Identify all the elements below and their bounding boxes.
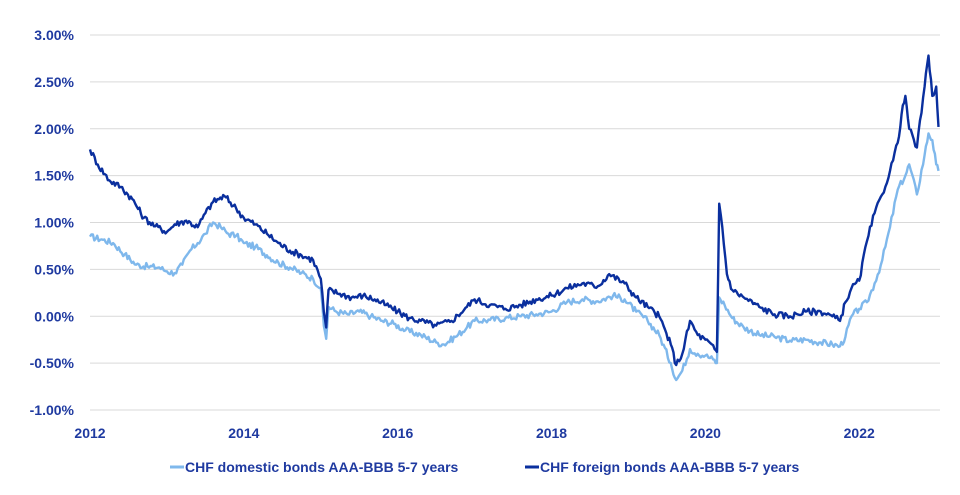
x-tick-label: 2018 bbox=[536, 425, 567, 441]
y-tick-label: -1.00% bbox=[30, 402, 75, 418]
y-tick-label: 1.00% bbox=[34, 215, 74, 231]
legend: CHF domestic bonds AAA-BBB 5-7 years CHF … bbox=[170, 459, 800, 475]
legend-label: CHF domestic bonds AAA-BBB 5-7 years bbox=[185, 459, 459, 475]
series-line-foreign bbox=[88, 54, 940, 367]
x-tick-label: 2014 bbox=[228, 425, 259, 441]
x-tick-label: 2020 bbox=[690, 425, 721, 441]
y-tick-label: 0.50% bbox=[34, 261, 74, 277]
y-axis: -1.00% -0.50% 0.00% 0.50% 1.00% 1.50% 2.00% 2.5… bbox=[30, 27, 75, 418]
y-tick-label: -0.50% bbox=[30, 355, 75, 371]
series-lines bbox=[88, 54, 940, 382]
x-tick-label: 2012 bbox=[74, 425, 105, 441]
x-tick-label: 2016 bbox=[382, 425, 413, 441]
grid-lines bbox=[90, 34, 940, 411]
y-tick-label: 3.00% bbox=[34, 27, 74, 43]
y-tick-label: 2.50% bbox=[34, 74, 74, 90]
y-tick-label: 1.50% bbox=[34, 168, 74, 184]
y-tick-label: 2.00% bbox=[34, 121, 74, 137]
x-tick-label: 2022 bbox=[844, 425, 875, 441]
x-axis: 2012 2014 2016 2018 2020 2022 bbox=[74, 425, 875, 441]
series-line-domestic bbox=[88, 132, 940, 382]
y-tick-label: 0.00% bbox=[34, 308, 74, 324]
legend-label: CHF foreign bonds AAA-BBB 5-7 years bbox=[540, 459, 800, 475]
